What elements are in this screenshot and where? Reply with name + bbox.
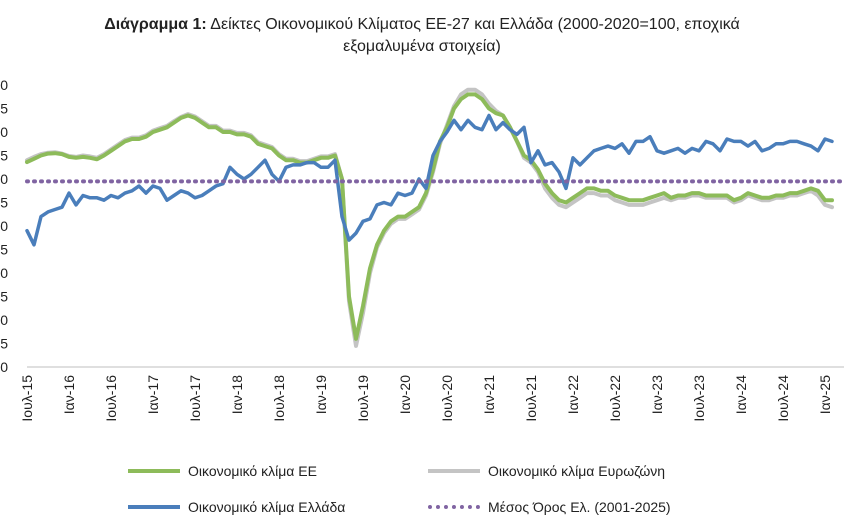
chart-title-line1: Δείκτες Οικονομικού Κλίματος ΕΕ-27 και Ε… (206, 16, 740, 33)
y-tick-label: 65 (0, 336, 8, 352)
x-tick-label: Ιαν-23 (649, 375, 665, 414)
x-tick-label: Ιαν-20 (397, 375, 413, 414)
legend-item-greece: Οικονομικό κλίμα Ελλάδα (128, 499, 345, 515)
x-tick-label: Ιουλ-22 (607, 375, 623, 422)
legend-swatch-eu (128, 469, 180, 473)
y-tick-label: 105 (0, 148, 8, 164)
legend-item-average: Μέσος Όρος Ελ. (2001-2025) (428, 499, 671, 515)
y-tick-label: 95 (0, 195, 8, 211)
series-line-greece (25, 113, 834, 247)
y-tick-label: 85 (0, 242, 8, 258)
legend-label-average: Μέσος Όρος Ελ. (2001-2025) (488, 499, 671, 515)
y-tick-label: 100 (0, 171, 8, 187)
x-tick-label: Ιουλ-23 (691, 375, 707, 422)
legend-label-greece: Οικονομικό κλίμα Ελλάδα (188, 499, 346, 515)
x-tick-label: Ιουλ-24 (775, 375, 791, 422)
x-tick-label: Ιουλ-16 (103, 375, 119, 422)
series-line-eurozone (25, 87, 834, 348)
x-tick-label: Ιουλ-20 (439, 375, 455, 422)
x-tick-label: Ιαν-21 (481, 375, 497, 414)
legend-swatch-eurozone (428, 469, 480, 473)
x-tick-label: Ιουλ-17 (187, 375, 203, 422)
legend-label-eu: Οικονομικό κλίμα ΕΕ (188, 463, 317, 479)
series-line-eu (25, 92, 834, 341)
x-tick-label: Ιαν-18 (229, 375, 245, 414)
x-tick-label: Ιουλ-15 (19, 375, 35, 422)
x-tick-label: Ιαν-17 (145, 375, 161, 414)
x-tick-label: Ιαν-19 (313, 375, 329, 414)
legend-swatch-average (428, 505, 480, 509)
x-tick-label: Ιαν-22 (565, 375, 581, 414)
x-tick-label: Ιαν-25 (817, 375, 833, 414)
legend-label-eurozone: Οικονομικό κλίμα Ευρωζώνη (488, 463, 666, 479)
chart-title-line2: εξομαλυμένα στοιχεία) (343, 38, 501, 55)
chart-title: Διάγραμμα 1: Δείκτες Οικονομικού Κλίματο… (0, 14, 844, 58)
y-tick-label: 115 (0, 101, 8, 117)
x-tick-label: Ιουλ-21 (523, 375, 539, 422)
y-tick-label: 90 (0, 218, 8, 234)
y-tick-label: 120 (0, 77, 8, 93)
x-tick-label: Ιαν-16 (61, 375, 77, 414)
y-tick-label: 75 (0, 289, 8, 305)
x-tick-label: Ιουλ-19 (355, 375, 371, 422)
y-tick-label: 70 (0, 312, 8, 328)
y-tick-label: 110 (0, 124, 8, 140)
legend-item-eu: Οικονομικό κλίμα ΕΕ (128, 463, 317, 479)
x-tick-label: Ιαν-24 (733, 375, 749, 414)
legend-item-eurozone: Οικονομικό κλίμα Ευρωζώνη (428, 463, 665, 479)
y-tick-label: 60 (0, 359, 8, 375)
x-tick-label: Ιουλ-18 (271, 375, 287, 422)
chart-title-number: Διάγραμμα 1: (104, 16, 207, 33)
y-tick-label: 80 (0, 265, 8, 281)
legend-swatch-greece (128, 505, 180, 509)
